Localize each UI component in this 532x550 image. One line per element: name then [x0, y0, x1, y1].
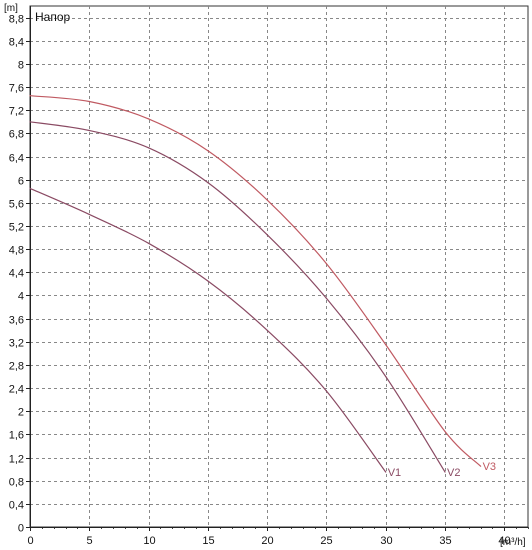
x-tick-label: 40 — [498, 535, 510, 547]
x-axis-unit: [m³/h] — [500, 537, 526, 548]
y-tick-label: 2,4 — [9, 384, 24, 396]
y-tick-label: 2,8 — [9, 361, 24, 373]
data-point-v2 — [148, 147, 150, 149]
y-tick-label: 5,6 — [9, 199, 24, 211]
data-point-v1 — [148, 242, 150, 244]
data-point-v3 — [480, 465, 482, 467]
y-tick-label: 7,6 — [9, 83, 24, 95]
data-point-v3 — [29, 95, 31, 97]
y-tick-label: 1,2 — [9, 454, 24, 466]
y-tick-label: 0 — [18, 523, 24, 535]
data-point-v2 — [385, 375, 387, 378]
y-tick-label: 8 — [18, 60, 24, 72]
y-tick-label: 3,6 — [9, 315, 24, 327]
data-point-v1 — [385, 471, 387, 473]
x-tick-label: 25 — [320, 535, 332, 547]
data-point-v3 — [207, 150, 209, 152]
plot-frame — [29, 5, 529, 528]
data-point-v2 — [88, 129, 90, 132]
y-tick-label: 4,4 — [9, 268, 24, 280]
axes: 0 0,4 0,8 1,2 1,6 2 2,4 2,8 3,2 3,6 4 4,4 4,8 5,2 5,6 6… — [9, 6, 529, 547]
data-point-v1 — [88, 213, 90, 215]
y-axis-unit: [m] — [4, 3, 18, 14]
y-tick-label: 4 — [18, 291, 24, 303]
series-group: V1 V2 V3 — [29, 95, 496, 479]
data-point-v2 — [29, 121, 31, 123]
y-tick-label: 0,4 — [9, 500, 24, 512]
data-point-v1 — [325, 390, 327, 392]
x-tick-label: 20 — [261, 535, 273, 547]
y-tick-label: 8,8 — [9, 14, 24, 26]
y-tick-label: 0,8 — [9, 477, 24, 489]
data-point-v3 — [385, 344, 387, 346]
x-tick-label: 35 — [439, 535, 451, 547]
x-tick-label: 15 — [202, 535, 214, 547]
data-point-v1 — [29, 187, 31, 189]
data-point-v3 — [266, 199, 268, 201]
x-tick-label: 10 — [143, 535, 155, 547]
y-tick-label: 6,8 — [9, 129, 24, 141]
y-tick-label: 5,2 — [9, 222, 24, 234]
data-point-v3 — [88, 100, 90, 103]
data-point-v2 — [325, 297, 327, 299]
data-point-v3 — [148, 118, 150, 120]
data-point-v3 — [444, 430, 446, 433]
x-tick-label: 0 — [27, 535, 33, 547]
x-tick-label: 5 — [86, 535, 92, 547]
y-tick-label: 8,4 — [9, 37, 24, 49]
series-label-v1: V1 — [388, 467, 401, 479]
data-point-v1 — [266, 329, 268, 331]
y-tick-label: 4,8 — [9, 245, 24, 257]
series-label-v3: V3 — [483, 461, 496, 473]
data-point-v2 — [444, 471, 446, 473]
series-label-v2: V2 — [447, 467, 460, 479]
y-tick-label: 7,2 — [9, 106, 24, 118]
grid — [29, 5, 529, 528]
y-tick-label: 2 — [18, 407, 24, 419]
series-line-v3 — [29, 95, 482, 467]
x-tick-label: 30 — [380, 535, 392, 547]
y-tick-label: 6 — [18, 176, 24, 188]
data-point-v2 — [266, 234, 268, 236]
data-point-v1 — [207, 280, 209, 282]
y-tick-label: 6,4 — [9, 153, 24, 165]
data-point-v3 — [325, 263, 327, 265]
y-tick-label: 3,2 — [9, 338, 24, 350]
y-tick-label: 1,6 — [9, 430, 24, 442]
chart-title: Напор — [35, 10, 71, 24]
data-point-v2 — [207, 182, 209, 184]
